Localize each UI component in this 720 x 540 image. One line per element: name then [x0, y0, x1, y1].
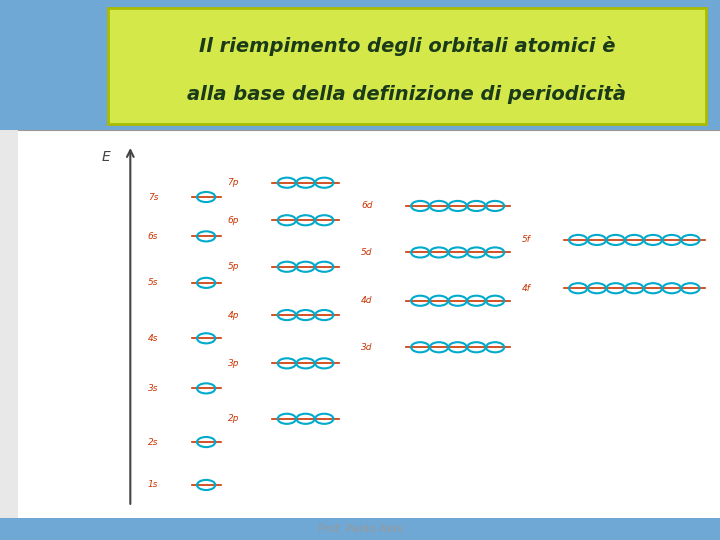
- Text: 4s: 4s: [148, 334, 158, 343]
- Text: 7s: 7s: [148, 193, 158, 201]
- Text: 6p: 6p: [228, 216, 239, 225]
- Text: 3d: 3d: [361, 343, 372, 352]
- Text: 3p: 3p: [228, 359, 239, 368]
- Text: Prof. Paolo Abis: Prof. Paolo Abis: [318, 524, 402, 534]
- Text: 6s: 6s: [148, 232, 158, 241]
- Text: 4p: 4p: [228, 310, 239, 320]
- Text: 4f: 4f: [521, 284, 531, 293]
- Text: 7p: 7p: [228, 178, 239, 187]
- Text: 5s: 5s: [148, 278, 158, 287]
- Text: 3s: 3s: [148, 384, 158, 393]
- Text: 2p: 2p: [228, 414, 239, 423]
- Text: 1s: 1s: [148, 481, 158, 489]
- Text: 5f: 5f: [521, 235, 531, 245]
- Text: 4d: 4d: [361, 296, 372, 305]
- Text: 2s: 2s: [148, 437, 158, 447]
- Text: E: E: [102, 150, 110, 164]
- Text: 5p: 5p: [228, 262, 239, 271]
- Text: 6d: 6d: [361, 201, 372, 211]
- Text: alla base della definizione di periodicità: alla base della definizione di periodici…: [187, 84, 626, 105]
- Text: 5d: 5d: [361, 248, 372, 257]
- Text: Il riempimento degli orbitali atomici è: Il riempimento degli orbitali atomici è: [199, 36, 615, 56]
